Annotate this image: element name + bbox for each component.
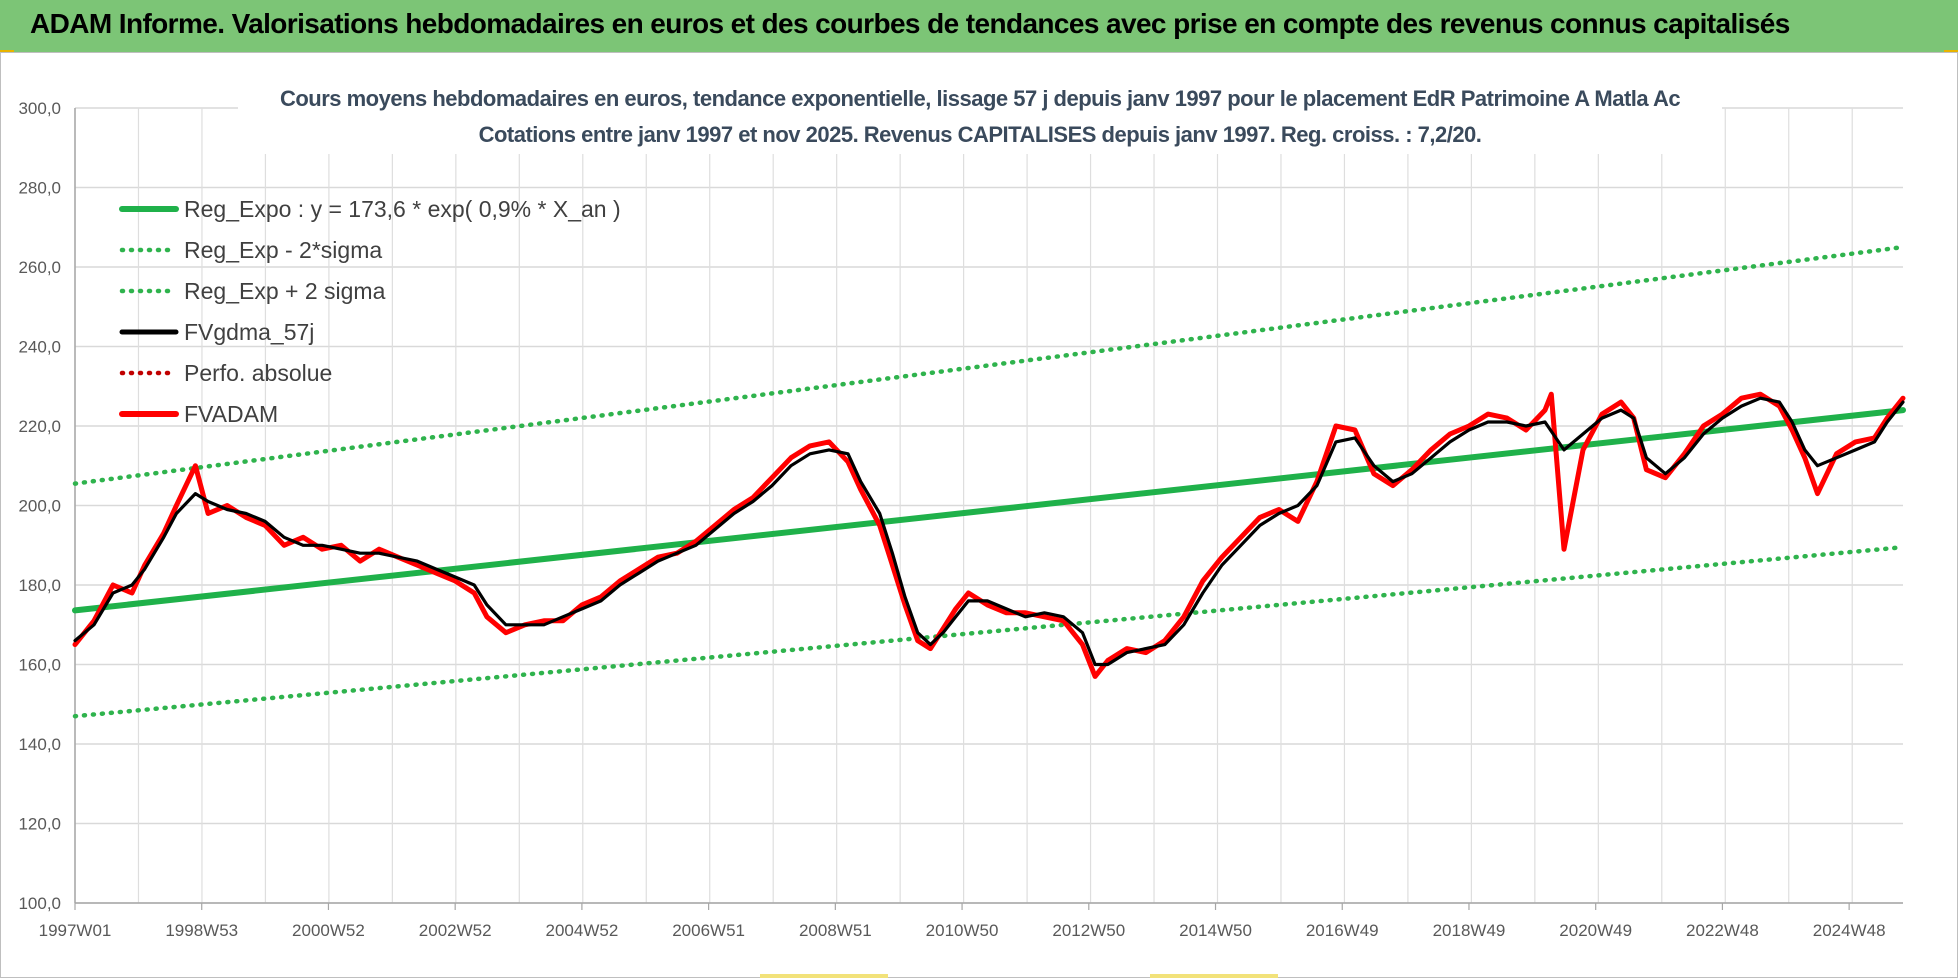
series-line-1	[72, 544, 1906, 719]
chart-subtitle: Cotations entre janv 1997 et nov 2025. R…	[479, 122, 1482, 147]
x-tick-label: 1998W53	[165, 921, 238, 940]
y-tick-label: 160,0	[18, 656, 61, 675]
title-background	[238, 76, 1722, 154]
x-tick-label: 2018W49	[1433, 921, 1506, 940]
series-line-2	[72, 244, 1906, 486]
y-tick-label: 180,0	[18, 576, 61, 595]
legend: Reg_Expo : y = 173,6 * exp( 0,9% * X_an …	[119, 196, 621, 427]
x-tick-label: 2024W48	[1813, 921, 1886, 940]
series-line-3	[73, 396, 1905, 667]
x-tick-label: 2012W50	[1052, 921, 1125, 940]
legend-label: Perfo. absolue	[184, 360, 332, 386]
series-line-5	[72, 391, 1906, 679]
x-tick-label: 2022W48	[1686, 921, 1759, 940]
series-line-0	[72, 407, 1906, 614]
legend-label: Reg_Exp + 2 sigma	[184, 278, 386, 304]
x-tick-label: 2006W51	[672, 921, 745, 940]
x-tick-label: 1997W01	[39, 921, 112, 940]
y-tick-label: 140,0	[18, 735, 61, 754]
x-tick-label: 2016W49	[1306, 921, 1379, 940]
y-tick-label: 100,0	[18, 894, 61, 913]
x-tick-label: 2004W52	[546, 921, 619, 940]
x-tick-label: 2000W52	[292, 921, 365, 940]
legend-label: Reg_Expo : y = 173,6 * exp( 0,9% * X_an …	[184, 196, 621, 222]
x-tick-label: 2002W52	[419, 921, 492, 940]
y-tick-label: 120,0	[18, 815, 61, 834]
x-tick-label: 2020W49	[1559, 921, 1632, 940]
x-tick-label: 2014W50	[1179, 921, 1252, 940]
y-tick-label: 280,0	[18, 179, 61, 198]
banner-title: ADAM Informe. Valorisations hebdomadaire…	[30, 8, 1790, 39]
x-tick-label: 2008W51	[799, 921, 872, 940]
header-banner: ADAM Informe. Valorisations hebdomadaire…	[0, 0, 1958, 53]
x-tick-label: 2010W50	[926, 921, 999, 940]
legend-label: Reg_Exp - 2*sigma	[184, 237, 382, 263]
bottom-strip	[1150, 974, 1278, 978]
bottom-strip	[760, 974, 888, 978]
y-tick-label: 200,0	[18, 497, 61, 516]
axes: 100,0 120,0 140,0 160,0 180,0 200,0 220,0 240,0…	[18, 99, 1903, 940]
series-lines	[72, 244, 1906, 719]
legend-label: FVgdma_57j	[184, 319, 314, 345]
y-tick-label: 240,0	[18, 338, 61, 357]
y-tick-label: 300,0	[18, 99, 61, 118]
chart-title: Cours moyens hebdomadaires en euros, ten…	[280, 86, 1680, 111]
y-tick-label: 260,0	[18, 258, 61, 277]
gridlines	[74, 107, 1903, 904]
y-tick-label: 220,0	[18, 417, 61, 436]
legend-label: FVADAM	[184, 401, 278, 427]
